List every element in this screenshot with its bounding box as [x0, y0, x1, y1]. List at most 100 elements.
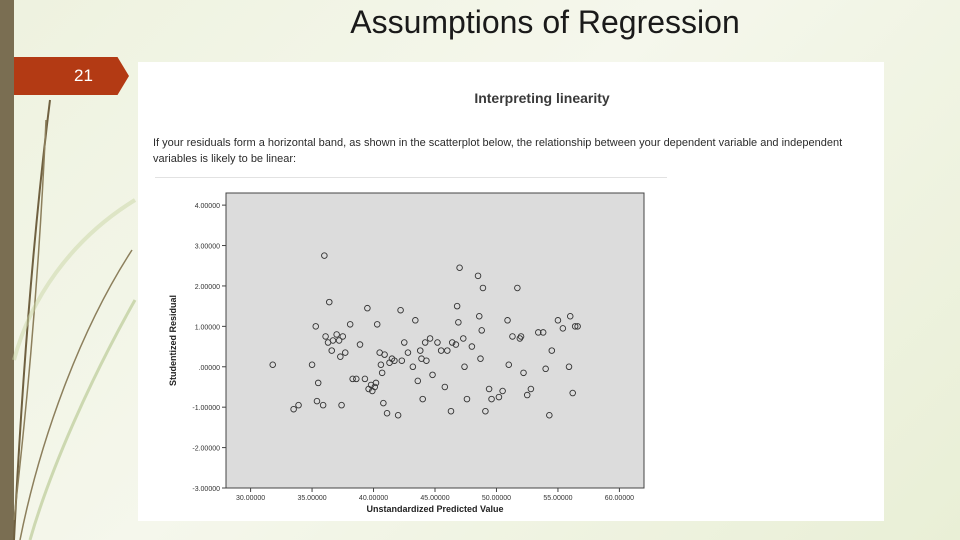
data-point [566, 313, 574, 320]
data-point [314, 379, 322, 387]
panel-description: If your residuals form a horizontal band… [153, 137, 843, 165]
data-point [378, 369, 386, 377]
data-point [342, 349, 349, 356]
data-point [455, 319, 462, 326]
data-point [520, 369, 527, 377]
data-point [346, 321, 354, 328]
data-point [548, 347, 556, 354]
data-point [460, 335, 467, 342]
data-point [452, 341, 460, 348]
y-tick-label: -2.00000 [192, 446, 220, 453]
data-point [559, 325, 567, 332]
y-tick-label: -3.00000 [192, 486, 220, 493]
data-point [574, 323, 581, 330]
y-tick-label: 4.00000 [195, 203, 220, 210]
data-point [412, 317, 419, 324]
y-axis-label: Studentized Residual [168, 295, 178, 386]
data-point [329, 337, 337, 344]
panel-heading: Interpreting linearity [474, 90, 610, 106]
data-point [485, 385, 493, 393]
data-point [448, 339, 456, 346]
data-point [356, 341, 364, 348]
data-point [463, 395, 471, 403]
data-point [326, 298, 333, 306]
y-tick-label: -1.00000 [192, 405, 220, 412]
data-point [353, 375, 360, 383]
slide-number: 21 [74, 66, 93, 85]
data-point [295, 401, 302, 409]
data-point [322, 333, 329, 340]
data-point [527, 385, 535, 393]
data-point [381, 351, 388, 358]
data-point [269, 361, 276, 368]
data-point [409, 363, 417, 371]
data-point [377, 361, 385, 368]
data-point [546, 412, 553, 419]
data-point [414, 377, 422, 385]
data-point [539, 329, 547, 336]
data-point [441, 383, 449, 391]
x-axis-label: Unstandardized Predicted Value [366, 504, 503, 514]
data-point [423, 357, 430, 364]
data-point [364, 304, 371, 312]
data-point [434, 339, 441, 346]
data-point [313, 397, 321, 405]
data-point [397, 306, 404, 314]
data-point [476, 313, 483, 320]
data-point [383, 409, 391, 417]
data-point [571, 323, 579, 330]
data-point [361, 375, 369, 383]
data-point [474, 272, 482, 280]
data-point [328, 347, 335, 354]
x-tick-label: 50.00000 [482, 495, 511, 502]
data-point [514, 284, 521, 292]
data-point [565, 363, 573, 371]
data-point [569, 389, 576, 397]
data-point [517, 333, 525, 340]
data-point [373, 321, 381, 328]
y-tick-label: 2.00000 [195, 284, 220, 291]
data-point [453, 302, 461, 310]
data-point [372, 379, 380, 387]
content-panel: Interpreting linearity If your residuals… [138, 62, 884, 521]
data-point [437, 347, 445, 354]
data-point [398, 357, 406, 364]
data-point [290, 405, 297, 413]
data-point [495, 393, 503, 401]
data-point [349, 375, 356, 383]
x-tick-label: 55.00000 [543, 495, 572, 502]
data-point [308, 361, 316, 368]
y-tick-label: .00000 [199, 365, 221, 372]
data-point [468, 343, 476, 350]
data-point [339, 333, 347, 340]
divider [155, 177, 667, 178]
data-point [478, 327, 485, 334]
data-point [456, 264, 463, 272]
data-point [426, 335, 434, 342]
data-point [333, 331, 340, 338]
x-tick-label: 45.00000 [420, 495, 449, 502]
data-point [337, 353, 344, 360]
data-point [371, 383, 379, 391]
x-tick-label: 40.00000 [359, 495, 388, 502]
data-point [488, 395, 495, 403]
data-point [338, 401, 345, 409]
data-point [404, 349, 412, 356]
data-point [380, 399, 387, 407]
left-accent-bar [0, 0, 14, 540]
slide-number-badge: 21 [14, 57, 129, 95]
data-point [444, 347, 451, 354]
residual-scatterplot: -3.00000 -2.00000 -1.00000 .00000 1.00000 2.0… [168, 192, 645, 514]
data-point [504, 317, 511, 324]
data-point [312, 323, 319, 330]
data-point [542, 365, 549, 373]
data-point [335, 337, 343, 344]
data-point [499, 387, 506, 395]
y-tick-label: 3.00000 [195, 244, 220, 251]
data-point [482, 407, 489, 415]
decorative-swoosh [12, 99, 137, 540]
x-tick-label: 35.00000 [297, 495, 326, 502]
y-tick-label: 1.00000 [195, 324, 220, 331]
data-point [554, 317, 562, 324]
data-point [319, 401, 327, 409]
